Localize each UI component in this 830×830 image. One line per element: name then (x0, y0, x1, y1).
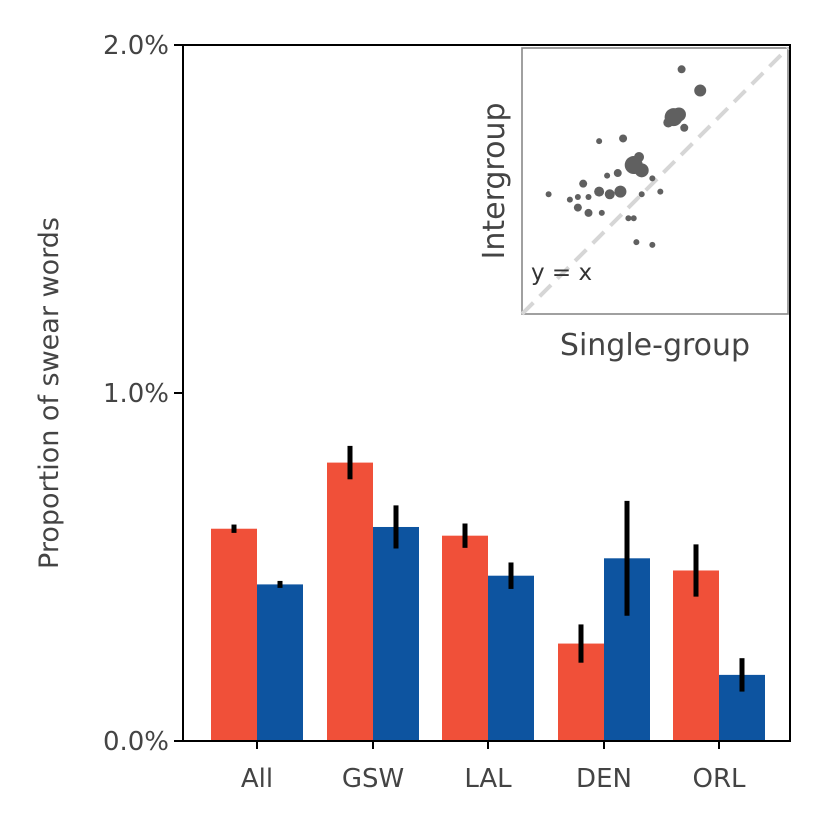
inset-point-18 (574, 193, 581, 200)
bar-gsw-series-1 (327, 462, 373, 741)
inset-point-11 (634, 163, 649, 178)
inset-point-25 (638, 191, 645, 198)
inset-point-21 (573, 203, 582, 212)
inset-point-14 (579, 179, 588, 188)
inset-point-27 (657, 188, 664, 195)
inset-points-layer (545, 65, 707, 248)
error-bars-layer (231, 445, 745, 692)
inset-diagonal-line (520, 46, 790, 316)
bar-lal-series-1 (442, 535, 488, 741)
inset-point-20 (545, 191, 552, 198)
x-tick-label-orl: ORL (692, 764, 746, 794)
inset-point-1 (677, 65, 686, 74)
bar-all-series-2 (257, 584, 303, 741)
y-tick-label: 0.0% (103, 727, 169, 757)
inset-point-17 (585, 193, 592, 200)
inset-point-13 (604, 172, 611, 179)
bar-lal-series-2 (488, 575, 534, 741)
bars-layer (211, 462, 765, 741)
y-tick-label: 1.0% (103, 379, 169, 409)
inset-point-4 (671, 107, 686, 122)
inset-point-15 (594, 186, 605, 197)
inset-diagonal-annotation: y = x (531, 260, 592, 286)
inset-point-23 (598, 209, 605, 216)
inset-y-axis-title: Intergroup (477, 102, 512, 259)
inset-point-26 (649, 175, 656, 182)
axes-layer: All GSW LAL DEN ORL 0.0% 1.0% 2.0% (103, 31, 791, 794)
inset-point-31 (633, 239, 640, 246)
bar-orl-series-1 (673, 570, 719, 741)
bar-all-series-1 (211, 528, 257, 741)
inset-point-7 (619, 134, 628, 143)
inset-point-28 (630, 215, 637, 222)
inset-point-30 (649, 241, 656, 248)
x-tick-label-lal: LAL (464, 764, 512, 794)
bar-gsw-series-2 (373, 526, 419, 741)
inset-point-5 (663, 117, 674, 128)
inset-point-6 (680, 123, 689, 132)
inset-x-axis-title: Single-group (560, 328, 750, 363)
inset-point-2 (694, 84, 707, 97)
x-tick-label-den: DEN (576, 764, 632, 794)
x-tick-label-gsw: GSW (342, 764, 404, 794)
inset-point-22 (584, 208, 593, 217)
y-axis-title: Proportion of swear words (34, 217, 65, 569)
inset-point-16 (604, 189, 615, 200)
inset-point-12 (613, 169, 622, 178)
inset-point-24 (614, 185, 627, 198)
inset-point-19 (566, 196, 573, 203)
inset-scatter-plot: y = x Single-group Intergroup (477, 46, 790, 363)
inset-point-29 (625, 215, 632, 222)
y-tick-label: 2.0% (103, 31, 169, 61)
x-tick-label-all: All (241, 764, 273, 794)
inset-point-8 (596, 138, 603, 145)
